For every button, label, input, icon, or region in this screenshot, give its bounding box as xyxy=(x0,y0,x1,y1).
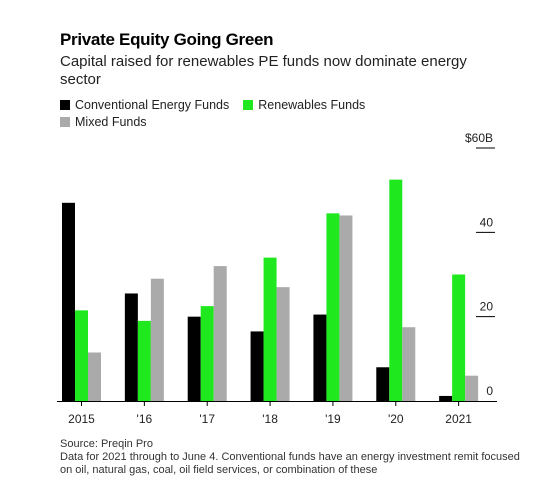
bar-conventional-energy-funds-20 xyxy=(376,367,390,401)
chart-footer: Source: Preqin Pro Data for 2021 through… xyxy=(60,438,520,477)
legend-swatch-mixed xyxy=(60,116,70,127)
bar-conventional-energy-funds-16 xyxy=(124,293,138,401)
source-note: Source: Preqin Pro xyxy=(60,438,153,450)
legend: Conventional Energy Funds Renewables Fun… xyxy=(60,96,480,130)
bar-renewables-funds-19 xyxy=(326,213,340,401)
chart-title: Private Equity Going Green xyxy=(60,30,274,49)
bar-mixed-funds-20 xyxy=(402,327,416,401)
y-tick-label: $60B xyxy=(465,131,493,145)
x-tick-label: '19 xyxy=(325,412,341,426)
bar-renewables-funds-20 xyxy=(389,179,403,401)
legend-item-conventional: Conventional Energy Funds xyxy=(60,98,229,112)
legend-label-conventional: Conventional Energy Funds xyxy=(75,97,230,112)
legend-item-renewables: Renewables Funds xyxy=(243,98,365,112)
bar-conventional-energy-funds-18 xyxy=(250,331,264,401)
y-tick-label: 40 xyxy=(480,215,494,229)
x-tick-label: '17 xyxy=(199,412,215,426)
legend-swatch-conventional xyxy=(60,99,70,110)
bar-renewables-funds-16 xyxy=(137,320,151,401)
y-tick-label: 20 xyxy=(480,300,494,314)
bar-renewables-funds-2015 xyxy=(75,310,88,401)
bar-renewables-funds-2021 xyxy=(452,274,466,401)
bar-mixed-funds-19 xyxy=(339,215,353,401)
legend-label-renewables: Renewables Funds xyxy=(258,97,366,112)
bar-conventional-energy-funds-2015 xyxy=(62,202,75,401)
legend-item-mixed: Mixed Funds xyxy=(60,115,147,129)
bar-mixed-funds-16 xyxy=(150,278,164,401)
x-tick-label: '18 xyxy=(262,412,278,426)
legend-swatch-renewables xyxy=(243,99,254,110)
x-tick-label: '20 xyxy=(388,412,404,426)
bar-mixed-funds-2015 xyxy=(88,352,101,401)
y-tick-label: 0 xyxy=(486,384,493,398)
bar-mixed-funds-17 xyxy=(213,266,227,401)
x-tick-label: '16 xyxy=(137,412,153,426)
x-tick-label: 2021 xyxy=(445,412,472,426)
bar-conventional-energy-funds-19 xyxy=(313,314,327,401)
x-tick-label: 2015 xyxy=(68,412,95,426)
bar-mixed-funds-2021 xyxy=(465,375,479,401)
bar-conventional-energy-funds-2021 xyxy=(439,395,453,401)
data-note: Data for 2021 through to June 4. Convent… xyxy=(60,451,520,476)
legend-label-mixed: Mixed Funds xyxy=(75,114,147,129)
bar-conventional-energy-funds-17 xyxy=(187,316,201,401)
bar-renewables-funds-18 xyxy=(263,257,277,401)
bar-mixed-funds-18 xyxy=(276,287,290,401)
chart-subtitle: Capital raised for renewables PE funds n… xyxy=(60,53,467,88)
bar-renewables-funds-17 xyxy=(200,306,214,401)
